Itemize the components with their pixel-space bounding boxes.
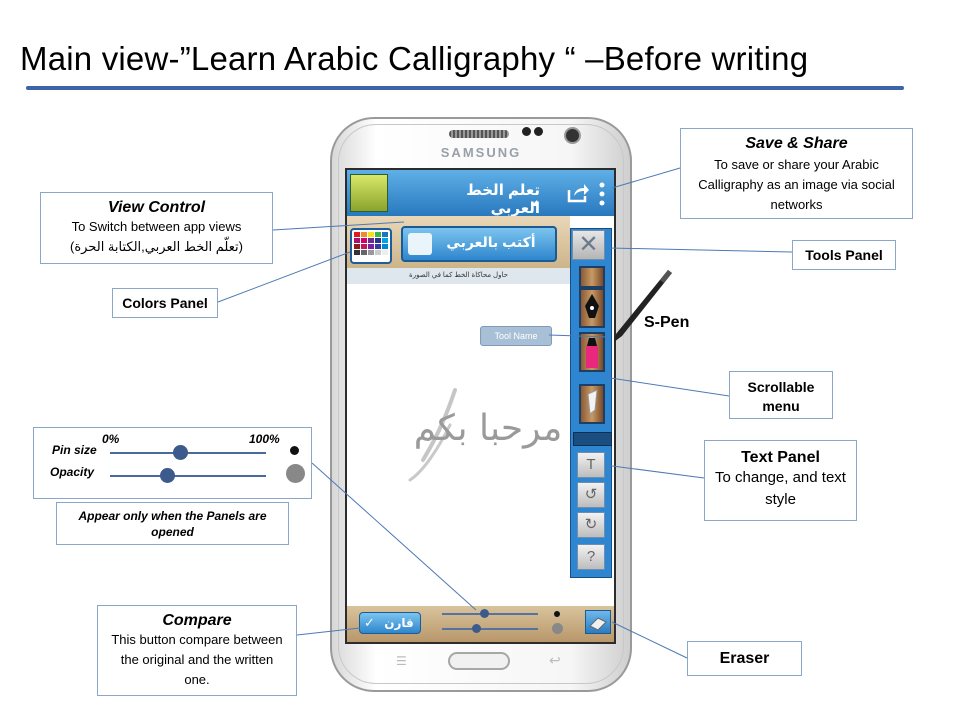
opacity-demo-knob — [160, 468, 175, 483]
front-camera — [564, 127, 581, 144]
fountain-pen-tool[interactable] — [579, 288, 605, 328]
pin-size-demo-knob — [173, 445, 188, 460]
text-panel-body: To change, and text style — [715, 469, 846, 508]
compare-heading: Compare — [162, 612, 232, 629]
save-share-heading: Save & Share — [745, 135, 848, 152]
sensor-dot — [534, 127, 543, 136]
slider-max-label: 100% — [249, 432, 280, 446]
back-key-icon[interactable]: ↩ — [549, 652, 561, 668]
opacity-slider-track[interactable] — [442, 628, 538, 630]
close-tools-icon[interactable]: ✕ — [572, 230, 605, 260]
save-share-body: To save or share your Arabic Calligraphy… — [698, 157, 895, 212]
view-dropdown-icon[interactable]: ◢ — [531, 198, 538, 207]
calligraphy-sample: مرحبا بكم — [405, 380, 565, 490]
compare-body: This button compare between the original… — [111, 632, 283, 687]
callout-compare: Compare This button compare between the … — [97, 605, 297, 696]
phone-bezel — [338, 124, 624, 684]
sample-text: مرحبا بكم — [413, 408, 563, 449]
callout-sliders: 0% 100% Pin size Opacity — [33, 427, 312, 499]
tool-name-tooltip: Tool Name — [480, 326, 552, 346]
slide-title: Main view-”Learn Arabic Calligraphy “ –B… — [20, 40, 809, 77]
redo-button[interactable]: ↻ — [577, 512, 605, 538]
scroll-handle[interactable] — [573, 432, 612, 446]
help-button[interactable]: ? — [577, 544, 605, 570]
compare-label: قارن — [384, 616, 414, 630]
eraser-button[interactable] — [585, 610, 611, 634]
text-panel-heading: Text Panel — [741, 449, 820, 466]
sensor-dot — [522, 127, 531, 136]
pen-icon — [408, 233, 432, 255]
view-control-heading: View Control — [107, 199, 206, 216]
callout-save-share: Save & Share To save or share your Arabi… — [680, 128, 913, 219]
callout-eraser: Eraser — [687, 641, 802, 676]
callout-colors-panel: Colors Panel — [112, 288, 218, 318]
callout-view-control: View Control To Switch between app views… — [40, 192, 273, 264]
pin-size-slider-knob[interactable] — [480, 609, 489, 618]
opacity-label: Opacity — [50, 465, 95, 479]
overflow-menu-icon[interactable] — [599, 182, 605, 206]
app-title[interactable]: تعلم الخط العربي — [466, 182, 540, 217]
colors-palette-button[interactable] — [350, 228, 392, 264]
opacity-preview-dot — [552, 623, 563, 634]
s-pen-label: S-Pen — [644, 314, 690, 331]
pin-size-demo-track — [110, 452, 266, 454]
write-arabic-button[interactable]: أكتب بالعربي — [401, 226, 557, 262]
share-icon[interactable] — [566, 182, 590, 204]
callout-tools-panel: Tools Panel — [792, 240, 896, 270]
calligraphy-reed-tool[interactable] — [579, 384, 605, 424]
menu-key-icon[interactable]: ☰ — [396, 654, 407, 668]
marker-tool[interactable] — [579, 332, 605, 372]
compare-button[interactable]: ✓ قارن — [359, 612, 421, 634]
tool-slot-brush[interactable] — [579, 266, 605, 288]
write-arabic-label: أكتب بالعربي — [446, 234, 536, 250]
title-underline — [26, 86, 904, 90]
callout-text-panel: Text Panel To change, and text style — [704, 440, 857, 521]
view-control-body: To Switch between app views — [71, 219, 242, 234]
size-preview-dot — [554, 611, 560, 617]
callout-scrollable-menu: Scrollable menu — [729, 371, 833, 419]
home-button[interactable] — [448, 652, 510, 670]
opacity-slider-knob[interactable] — [472, 624, 481, 633]
size-demo-dot — [290, 446, 299, 455]
undo-button[interactable]: ↺ — [577, 482, 605, 508]
brand-logo: SAMSUNG — [440, 145, 522, 160]
pin-size-label: Pin size — [52, 443, 97, 457]
phone-speaker — [449, 130, 509, 138]
opacity-demo-track — [110, 475, 266, 477]
text-style-button[interactable]: T — [577, 452, 605, 478]
opacity-demo-dot — [286, 464, 305, 483]
hint-text: حاول محاكاة الخط كما في الصورة — [347, 268, 570, 284]
check-icon: ✓ — [364, 615, 375, 630]
app-logo — [350, 174, 388, 212]
pin-size-slider-track[interactable] — [442, 613, 538, 615]
s-pen-icon — [598, 266, 678, 346]
callout-appear-note: Appear only when the Panels are opened — [56, 502, 289, 545]
slider-min-label: 0% — [102, 432, 120, 446]
view-control-views: (تعلّم الخط العربي,الكتابة الحرة) — [70, 239, 243, 254]
